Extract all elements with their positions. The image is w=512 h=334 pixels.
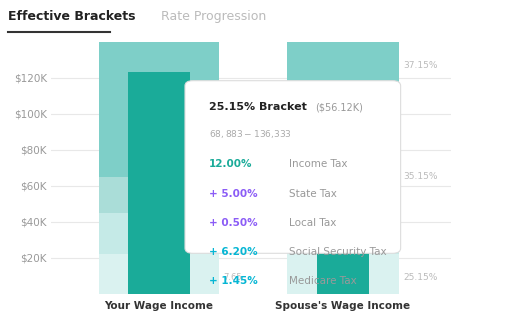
Bar: [99, 254, 219, 294]
Bar: [287, 42, 399, 127]
Text: + 0.50%: + 0.50%: [209, 218, 258, 228]
Text: State Tax: State Tax: [289, 189, 337, 199]
Text: 35.15%: 35.15%: [403, 172, 438, 181]
Text: 25.15% Bracket: 25.15% Bracket: [209, 102, 307, 112]
Text: Effective Brackets: Effective Brackets: [8, 10, 135, 23]
Bar: [128, 72, 190, 294]
Text: + 1.45%: + 1.45%: [209, 276, 258, 286]
Text: + 5.00%: + 5.00%: [209, 189, 258, 199]
Bar: [99, 213, 219, 254]
Text: 17.6...: 17.6...: [224, 210, 250, 219]
Bar: [287, 254, 399, 294]
Text: 23.1...: 23.1...: [224, 180, 250, 189]
Bar: [287, 127, 399, 213]
Text: 25.1...: 25.1...: [224, 110, 250, 118]
Text: Local Tax: Local Tax: [289, 218, 336, 228]
Bar: [317, 91, 369, 294]
Text: 37.15%: 37.15%: [403, 61, 438, 70]
Text: 7.65...: 7.65...: [224, 273, 250, 282]
Text: Medicare Tax: Medicare Tax: [289, 276, 356, 286]
Text: + 6.20%: + 6.20%: [209, 247, 258, 257]
Text: $68,883 - $136,333: $68,883 - $136,333: [209, 128, 292, 140]
Text: Income Tax: Income Tax: [289, 159, 347, 169]
Text: 12.00%: 12.00%: [209, 159, 252, 169]
Text: 25.15%: 25.15%: [403, 273, 438, 282]
Bar: [99, 177, 219, 213]
Text: ($56.12K): ($56.12K): [315, 102, 362, 112]
Text: Social Security Tax: Social Security Tax: [289, 247, 387, 257]
Bar: [287, 213, 399, 254]
Bar: [99, 42, 219, 177]
FancyBboxPatch shape: [185, 81, 400, 253]
Text: Rate Progression: Rate Progression: [161, 10, 267, 23]
